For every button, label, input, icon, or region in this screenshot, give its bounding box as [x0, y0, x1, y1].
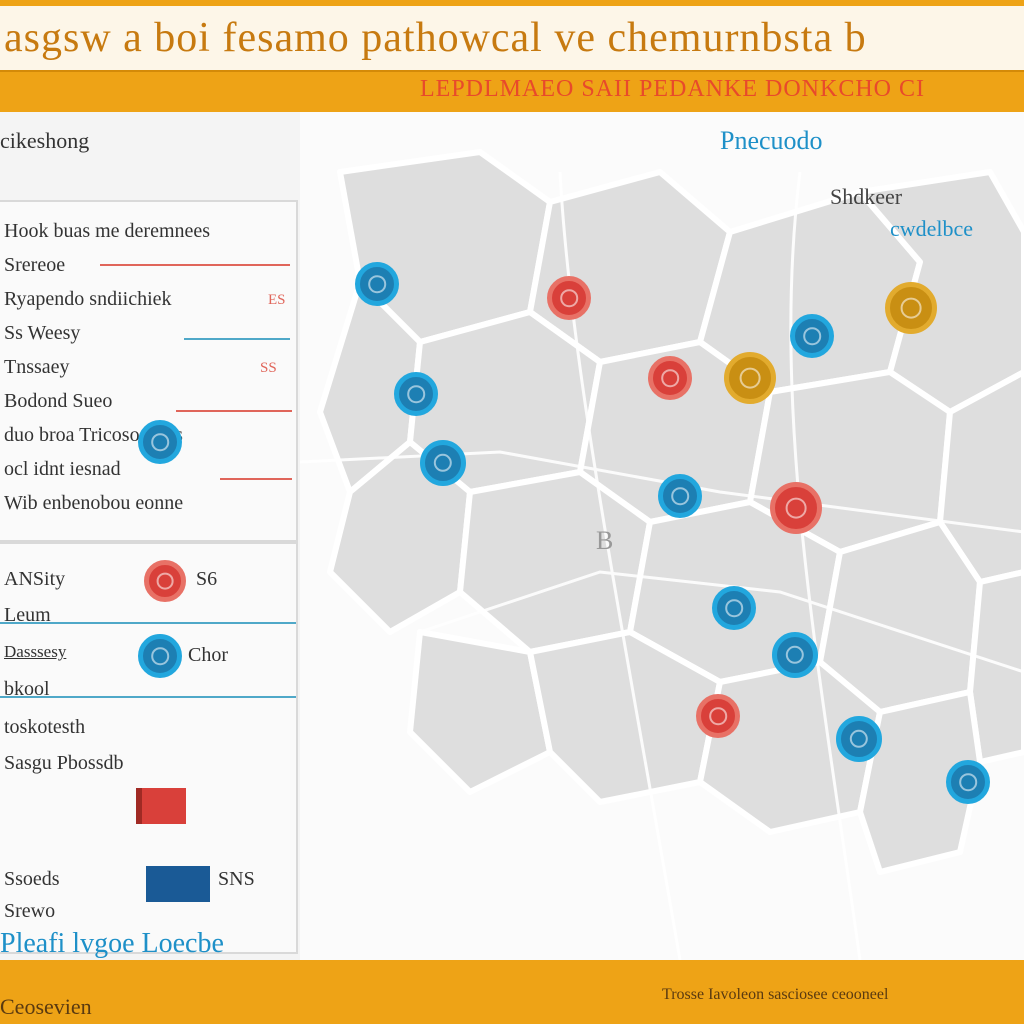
row-underline — [184, 338, 290, 340]
list-item[interactable]: Bodond Sueo — [4, 390, 113, 412]
legend-marker-red-icon — [144, 560, 186, 602]
map-marker-icon[interactable] — [696, 694, 740, 738]
list-tag: ES — [268, 292, 286, 308]
map-marker-icon[interactable] — [772, 632, 818, 678]
map-label: B — [596, 526, 614, 555]
footer-bar — [0, 960, 1024, 1024]
legend-card: ANSity S6 Leum Dasssesy Chor bkool tosko… — [0, 542, 298, 954]
map-marker-icon[interactable] — [547, 276, 591, 320]
legend-label: Dasssesy — [4, 642, 67, 661]
legend-label: toskotesth — [4, 716, 86, 738]
header: asgsw a boi fesamo pathowcal ve chemurnb… — [0, 0, 1024, 112]
legend-label: ANSity — [4, 568, 66, 590]
map-marker-icon[interactable] — [946, 760, 990, 804]
legend-value: Chor — [188, 644, 228, 666]
legend-label: Leum — [4, 604, 51, 626]
map-label: cwdelbce — [890, 216, 974, 241]
legend-value: S6 — [196, 568, 218, 590]
list-item[interactable]: Ryapendo sndiichiek — [4, 288, 172, 310]
sidebar: cikeshong Hook buas me deremnees Srereoe… — [0, 112, 300, 960]
footer-right: Trosse Iavoleon sasciosee ceooneel — [662, 986, 889, 1003]
list-tag: SS — [260, 360, 277, 376]
legend-swatch-red — [136, 788, 186, 824]
row-underline — [176, 410, 292, 412]
map-marker-icon[interactable] — [394, 372, 438, 416]
sidebar-heading: cikeshong — [0, 128, 90, 153]
sidebar-row: Ssoeds — [4, 868, 60, 890]
map-marker-icon[interactable] — [885, 282, 937, 334]
page-title: asgsw a boi fesamo pathowcal ve chemurnb… — [4, 15, 867, 61]
legend-swatch-label: SNS — [218, 868, 255, 890]
legend-label: bkool — [4, 678, 50, 700]
map-marker-icon[interactable] — [355, 262, 399, 306]
legend-divider — [0, 696, 296, 698]
title-bar: asgsw a boi fesamo pathowcal ve chemurnb… — [0, 6, 1024, 72]
list-card: Hook buas me deremnees Srereoe Ryapendo … — [0, 200, 298, 542]
list-item[interactable]: Srereoe — [4, 254, 66, 276]
list-item[interactable]: Tnssaey — [4, 356, 70, 378]
row-underline — [220, 478, 292, 480]
map-marker-icon[interactable] — [790, 314, 834, 358]
list-item[interactable]: Wib enbenobou eonne — [4, 492, 184, 514]
map-marker-icon[interactable] — [724, 352, 776, 404]
list-item[interactable]: Hook buas me deremnees — [4, 220, 211, 242]
map-regions — [300, 149, 1024, 960]
map-marker-icon[interactable] — [770, 482, 822, 534]
sidebar-footer: Pleafi lvgoe Loecbe — [0, 928, 224, 959]
footer-left: Ceosevien — [0, 994, 92, 1019]
page-subtitle: LEPDLMAEO SAII PEDANKE DONKCHO CI — [420, 76, 925, 102]
sidebar-row: Srewo — [4, 900, 56, 922]
legend-divider — [0, 622, 296, 624]
map-label: Shdkeer — [830, 184, 903, 209]
legend-marker-blue-icon — [138, 634, 182, 678]
list-item[interactable]: ocl idnt iesnad — [4, 458, 121, 480]
row-underline — [100, 264, 290, 266]
map-label: Pnecuodo — [720, 126, 823, 155]
list-item[interactable]: Ss Weesy — [4, 322, 81, 344]
map-marker-icon[interactable] — [836, 716, 882, 762]
map-canvas[interactable]: Pnecuodo Shdkeer cwdelbce B — [300, 112, 1024, 960]
legend-marker-icon — [138, 420, 182, 464]
map-marker-icon[interactable] — [648, 356, 692, 400]
map-marker-icon[interactable] — [420, 440, 466, 486]
map-marker-icon[interactable] — [712, 586, 756, 630]
legend-label: Sasgu Pbossdb — [4, 752, 124, 774]
map-marker-icon[interactable] — [658, 474, 702, 518]
legend-swatch-blue — [146, 866, 210, 902]
